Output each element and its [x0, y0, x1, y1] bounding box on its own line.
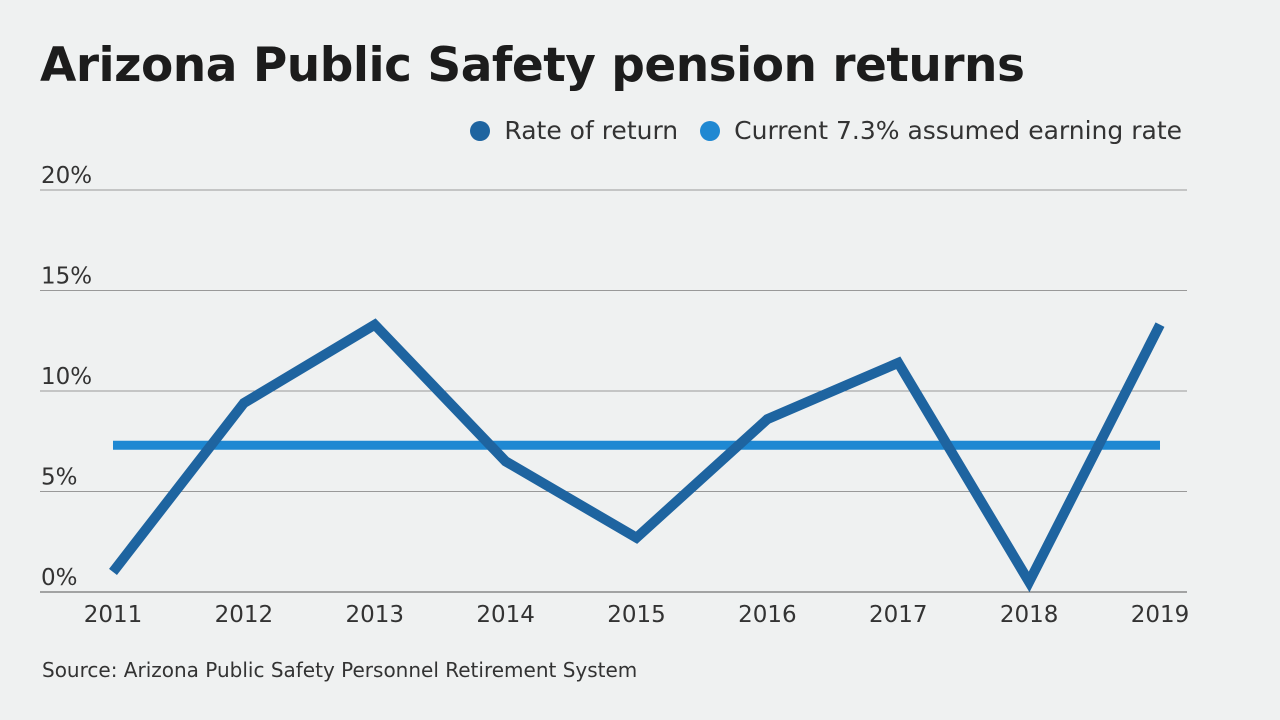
series-line-rate-of-return [109, 318, 1165, 593]
y-tick-label: 15% [41, 264, 92, 290]
x-tick-label: 2015 [607, 602, 666, 628]
y-tick-label: 0% [41, 565, 78, 591]
x-tick-label: 2019 [1131, 602, 1190, 628]
x-tick-label: 2018 [1000, 602, 1059, 628]
legend-item-assumed-rate: Current 7.3% assumed earning rate [700, 116, 1182, 145]
legend-label: Current 7.3% assumed earning rate [734, 116, 1182, 145]
y-tick-label: 10% [41, 364, 92, 390]
y-tick-label: 20% [41, 163, 92, 189]
legend-item-rate-of-return: Rate of return [470, 116, 678, 145]
y-tick-label: 5% [41, 465, 78, 491]
x-tick-label: 2013 [345, 602, 404, 628]
x-tick-label: 2017 [869, 602, 928, 628]
chart-title: Arizona Public Safety pension returns [40, 38, 1025, 93]
x-tick-label: 2012 [215, 602, 274, 628]
source-note: Source: Arizona Public Safety Personnel … [42, 658, 638, 682]
legend-dot-icon [700, 120, 721, 141]
legend: Rate of return Current 7.3% assumed earn… [448, 116, 1182, 145]
x-tick-label: 2011 [84, 602, 143, 628]
x-tick-label: 2014 [476, 602, 535, 628]
legend-label: Rate of return [504, 116, 679, 145]
x-tick-label: 2016 [738, 602, 797, 628]
legend-dot-icon [470, 120, 491, 141]
